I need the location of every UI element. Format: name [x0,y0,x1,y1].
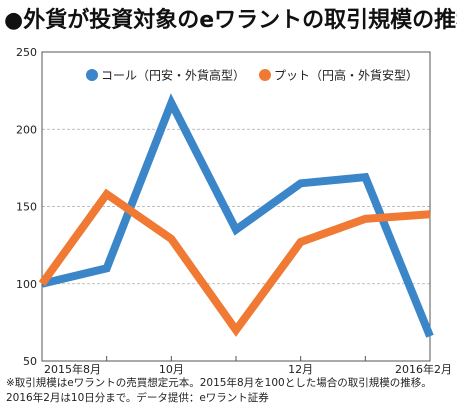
y-tick-label: 100 [16,278,37,291]
x-tick-label: 2016年2月 [395,362,452,375]
legend-label-call: コール（円安・外貨高型） [101,68,245,83]
x-tick-label: 10月 [159,363,184,375]
chart-title: ●外貨が投資対象のeワラントの取引規模の推移 [4,8,457,33]
legend-marker-put [259,69,271,81]
legend: コール（円安・外貨高型） プット（円高・外貨安型） [86,68,418,83]
series-line-put [38,188,431,337]
axis-layer: 50 100 150 200 250 2015年8月 10月 12月 2016年2月 [16,46,452,375]
chart-container: 50 100 150 200 250 2015年8月 10月 12月 2016年2月 コール（円… [0,40,457,375]
x-tick-label: 2015年8月 [44,362,101,375]
footnote: ※取引規模はeワラントの売買想定元本。2015年8月を100とした場合の取引規模… [6,377,432,404]
line-chart: 50 100 150 200 250 2015年8月 10月 12月 2016年2月 コール（円… [16,46,452,375]
y-tick-label: 250 [16,46,37,59]
legend-marker-call [86,69,98,81]
y-tick-label: 150 [16,201,37,214]
series-layer [38,93,434,338]
y-tick-label: 50 [23,355,37,368]
y-tick-label: 200 [16,123,37,136]
legend-label-put: プット（円高・外貨安型） [274,68,418,83]
x-tick-label: 12月 [288,363,313,375]
